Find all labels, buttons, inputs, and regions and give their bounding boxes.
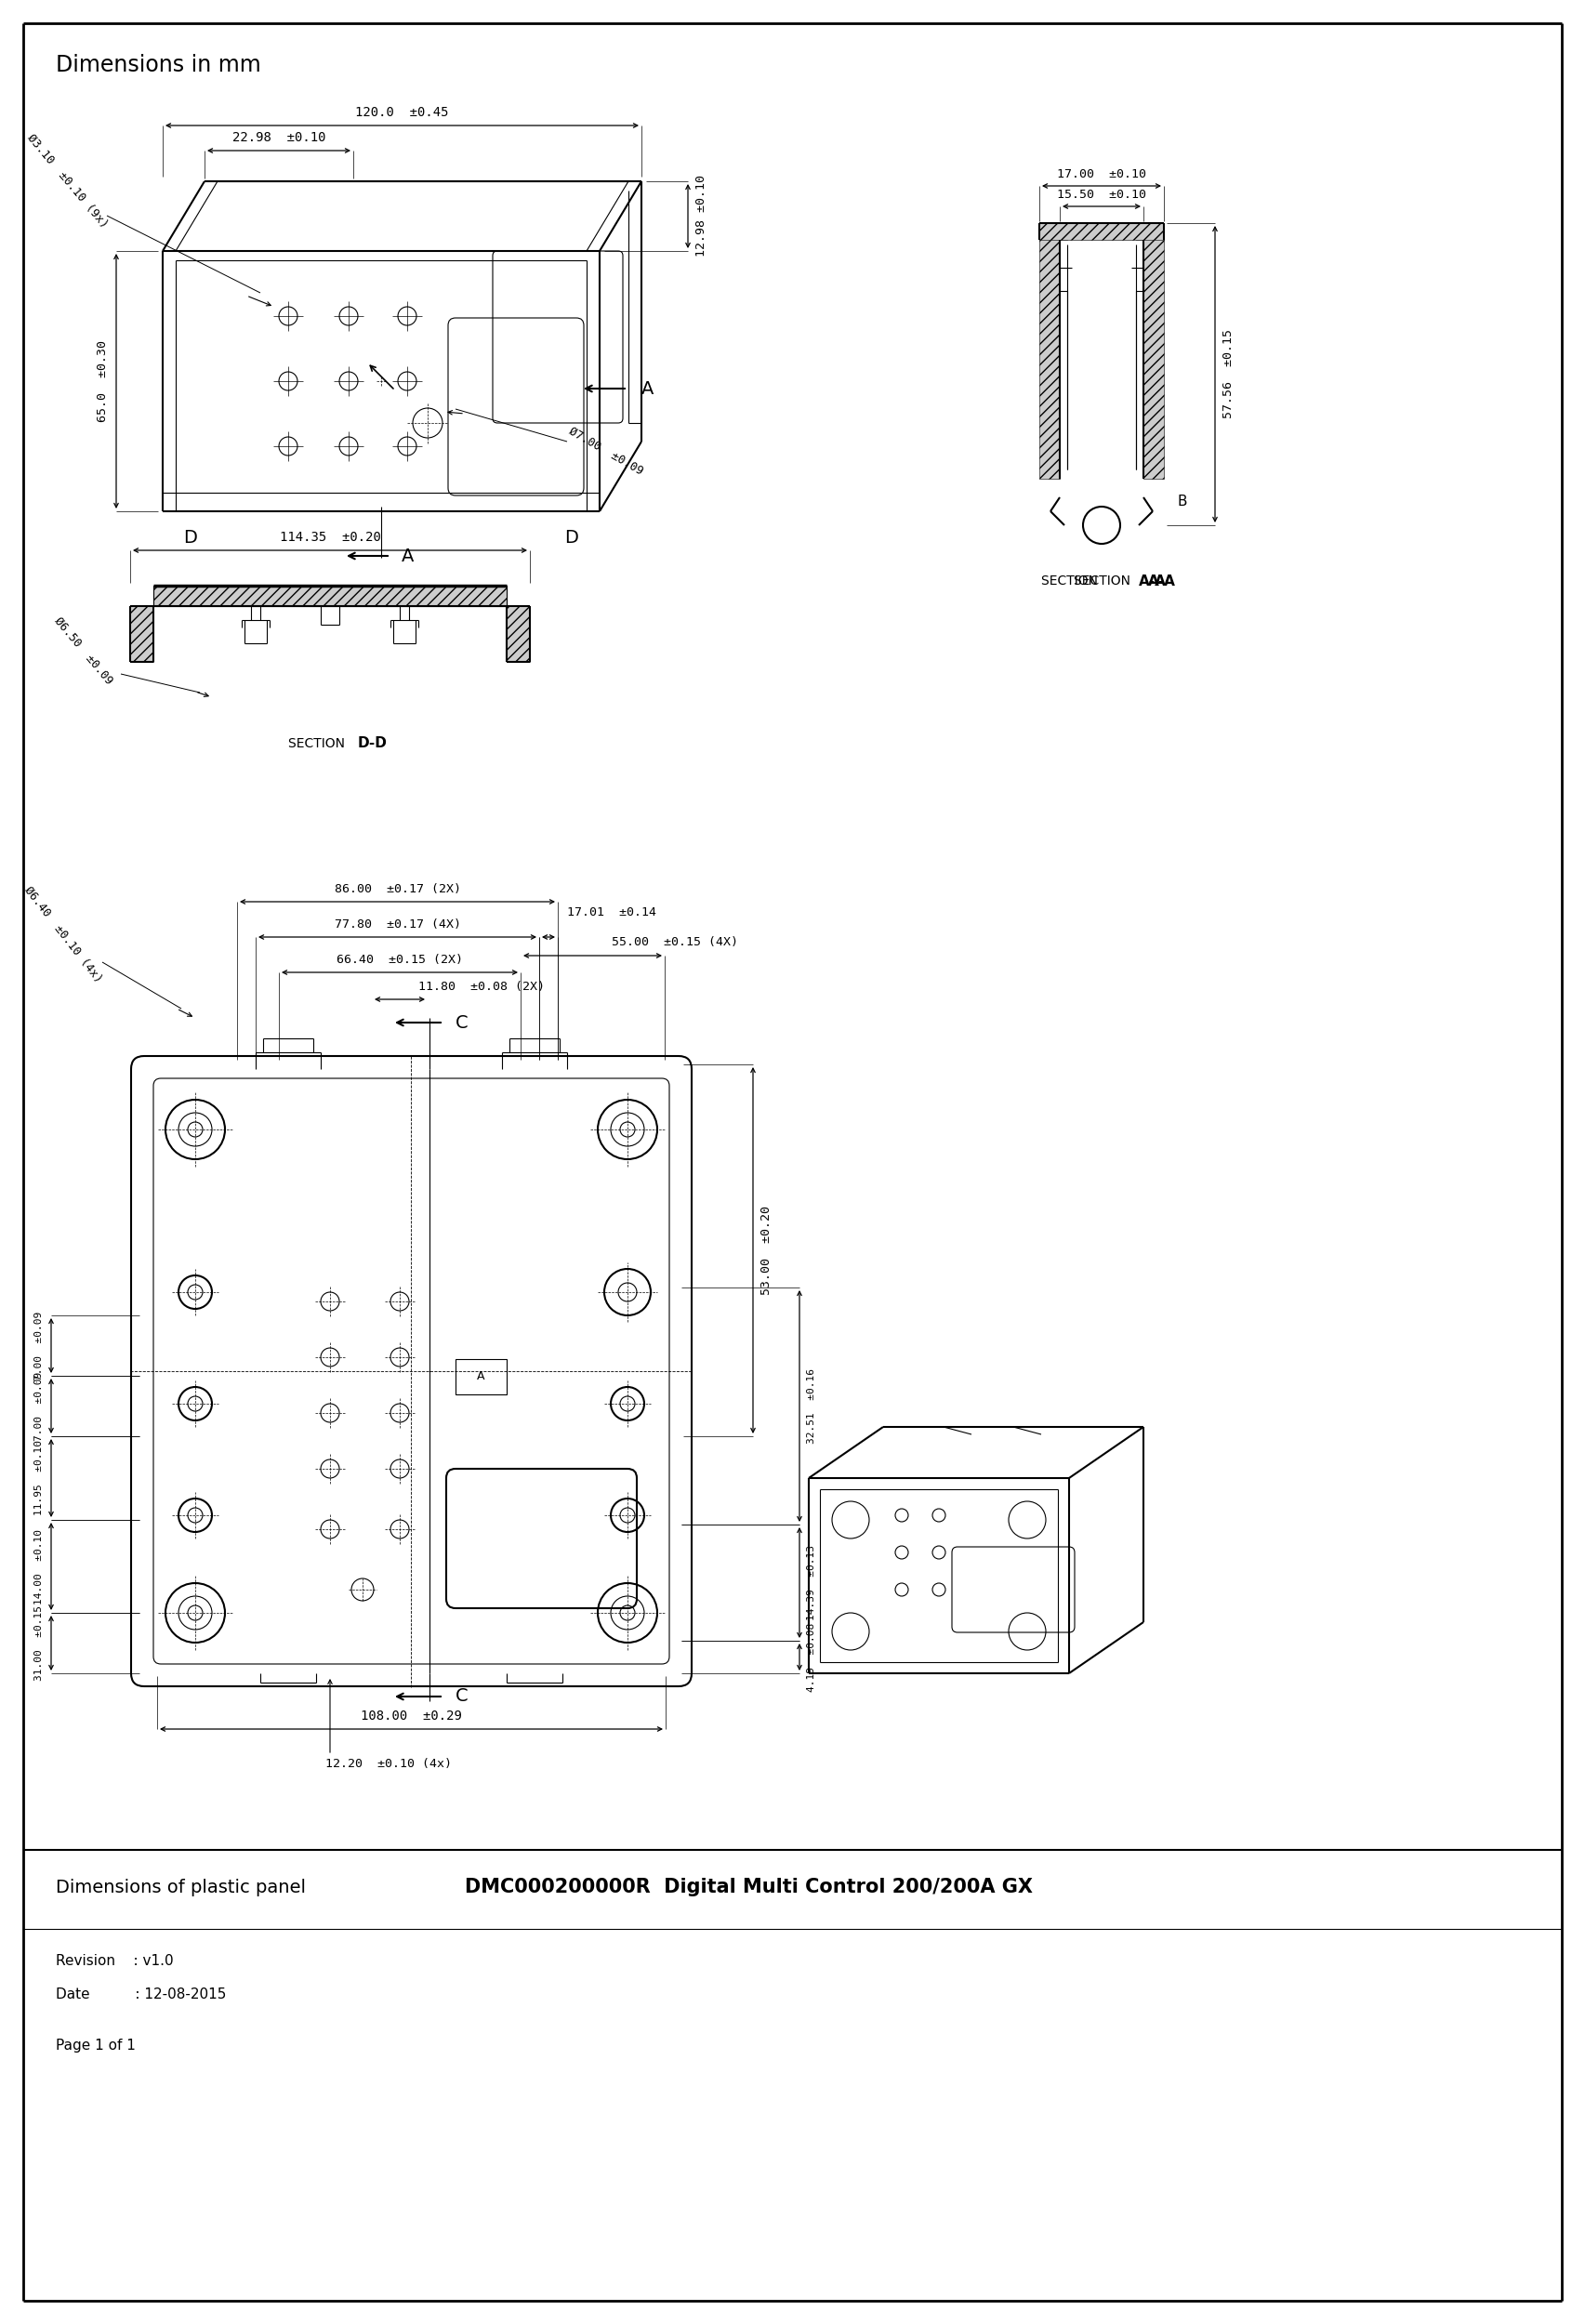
Text: A: A bbox=[642, 379, 655, 397]
Text: Ø7.00  ±0.09: Ø7.00 ±0.09 bbox=[567, 425, 645, 476]
Text: DMC000200000R  Digital Multi Control 200/200A GX: DMC000200000R Digital Multi Control 200/… bbox=[464, 1878, 1033, 1896]
Text: 14.00  ±0.10: 14.00 ±0.10 bbox=[35, 1529, 44, 1604]
Text: C: C bbox=[455, 1013, 468, 1032]
Text: A: A bbox=[477, 1371, 485, 1383]
Text: Page 1 of 1: Page 1 of 1 bbox=[55, 2038, 136, 2052]
Bar bbox=[154, 586, 507, 607]
Text: Dimensions of plastic panel: Dimensions of plastic panel bbox=[55, 1878, 306, 1896]
Bar bbox=[1040, 223, 1060, 479]
Text: A-A: A-A bbox=[1138, 574, 1167, 588]
Bar bbox=[1040, 223, 1163, 239]
Text: SECTION: SECTION bbox=[1041, 574, 1102, 588]
Text: 120.0  ±0.45: 120.0 ±0.45 bbox=[355, 107, 449, 119]
Text: A: A bbox=[401, 546, 414, 565]
Text: 7.00  ±0.09: 7.00 ±0.09 bbox=[35, 1371, 44, 1441]
Text: 57.56  ±0.15: 57.56 ±0.15 bbox=[1222, 330, 1235, 418]
Text: 114.35  ±0.20: 114.35 ±0.20 bbox=[279, 530, 380, 544]
Bar bbox=[1060, 223, 1067, 239]
Text: A-A: A-A bbox=[1148, 574, 1176, 588]
Text: 77.80  ±0.17 (4X): 77.80 ±0.17 (4X) bbox=[334, 918, 461, 930]
Text: C: C bbox=[455, 1687, 468, 1706]
Text: SECTION: SECTION bbox=[1073, 574, 1135, 588]
Text: 11.80  ±0.08 (2X): 11.80 ±0.08 (2X) bbox=[418, 981, 545, 992]
Text: Ø6.50  ±0.09: Ø6.50 ±0.09 bbox=[52, 616, 116, 686]
Text: SECTION: SECTION bbox=[288, 737, 349, 751]
Text: 32.51  ±0.16: 32.51 ±0.16 bbox=[807, 1369, 816, 1443]
Text: Dimensions in mm: Dimensions in mm bbox=[55, 53, 262, 77]
Bar bbox=[1143, 223, 1163, 479]
Bar bbox=[130, 607, 154, 662]
Text: 4.19  ±0.08: 4.19 ±0.08 bbox=[807, 1622, 816, 1692]
Text: 53.00  ±0.20: 53.00 ±0.20 bbox=[761, 1206, 772, 1294]
Text: 31.00  ±0.15: 31.00 ±0.15 bbox=[35, 1606, 44, 1680]
Text: 7.00  ±0.09: 7.00 ±0.09 bbox=[35, 1311, 44, 1380]
Text: 108.00  ±0.29: 108.00 ±0.29 bbox=[361, 1710, 461, 1722]
Text: 66.40  ±0.15 (2X): 66.40 ±0.15 (2X) bbox=[336, 953, 463, 967]
Text: 15.50  ±0.10: 15.50 ±0.10 bbox=[1057, 188, 1146, 200]
Text: 22.98  ±0.10: 22.98 ±0.10 bbox=[231, 130, 325, 144]
Text: D: D bbox=[564, 528, 579, 546]
Text: Ø6.40  ±0.10 (4x): Ø6.40 ±0.10 (4x) bbox=[22, 883, 105, 985]
Text: 17.00  ±0.10: 17.00 ±0.10 bbox=[1057, 167, 1146, 181]
Text: 11.95  ±0.10: 11.95 ±0.10 bbox=[35, 1441, 44, 1515]
Bar bbox=[507, 607, 529, 662]
Text: D-D: D-D bbox=[358, 737, 388, 751]
Text: 65.0  ±0.30: 65.0 ±0.30 bbox=[97, 339, 109, 423]
Bar bbox=[455, 1360, 507, 1394]
Text: 17.01  ±0.14: 17.01 ±0.14 bbox=[567, 906, 656, 918]
Bar bbox=[1136, 223, 1143, 239]
Text: 14.39  ±0.13: 14.39 ±0.13 bbox=[807, 1545, 816, 1620]
Text: 12.20  ±0.10 (4x): 12.20 ±0.10 (4x) bbox=[325, 1759, 452, 1771]
Text: 86.00  ±0.17 (2X): 86.00 ±0.17 (2X) bbox=[334, 883, 461, 895]
Text: D: D bbox=[184, 528, 198, 546]
Text: B: B bbox=[1178, 495, 1187, 509]
Text: Date          : 12-08-2015: Date : 12-08-2015 bbox=[55, 1987, 227, 2001]
Text: 55.00  ±0.15 (4X): 55.00 ±0.15 (4X) bbox=[612, 937, 737, 948]
Text: 12.98 ±0.10: 12.98 ±0.10 bbox=[696, 174, 707, 258]
Text: Ø3.10  ±0.10 (9x): Ø3.10 ±0.10 (9x) bbox=[24, 132, 109, 230]
Text: Revision    : v1.0: Revision : v1.0 bbox=[55, 1954, 173, 1968]
